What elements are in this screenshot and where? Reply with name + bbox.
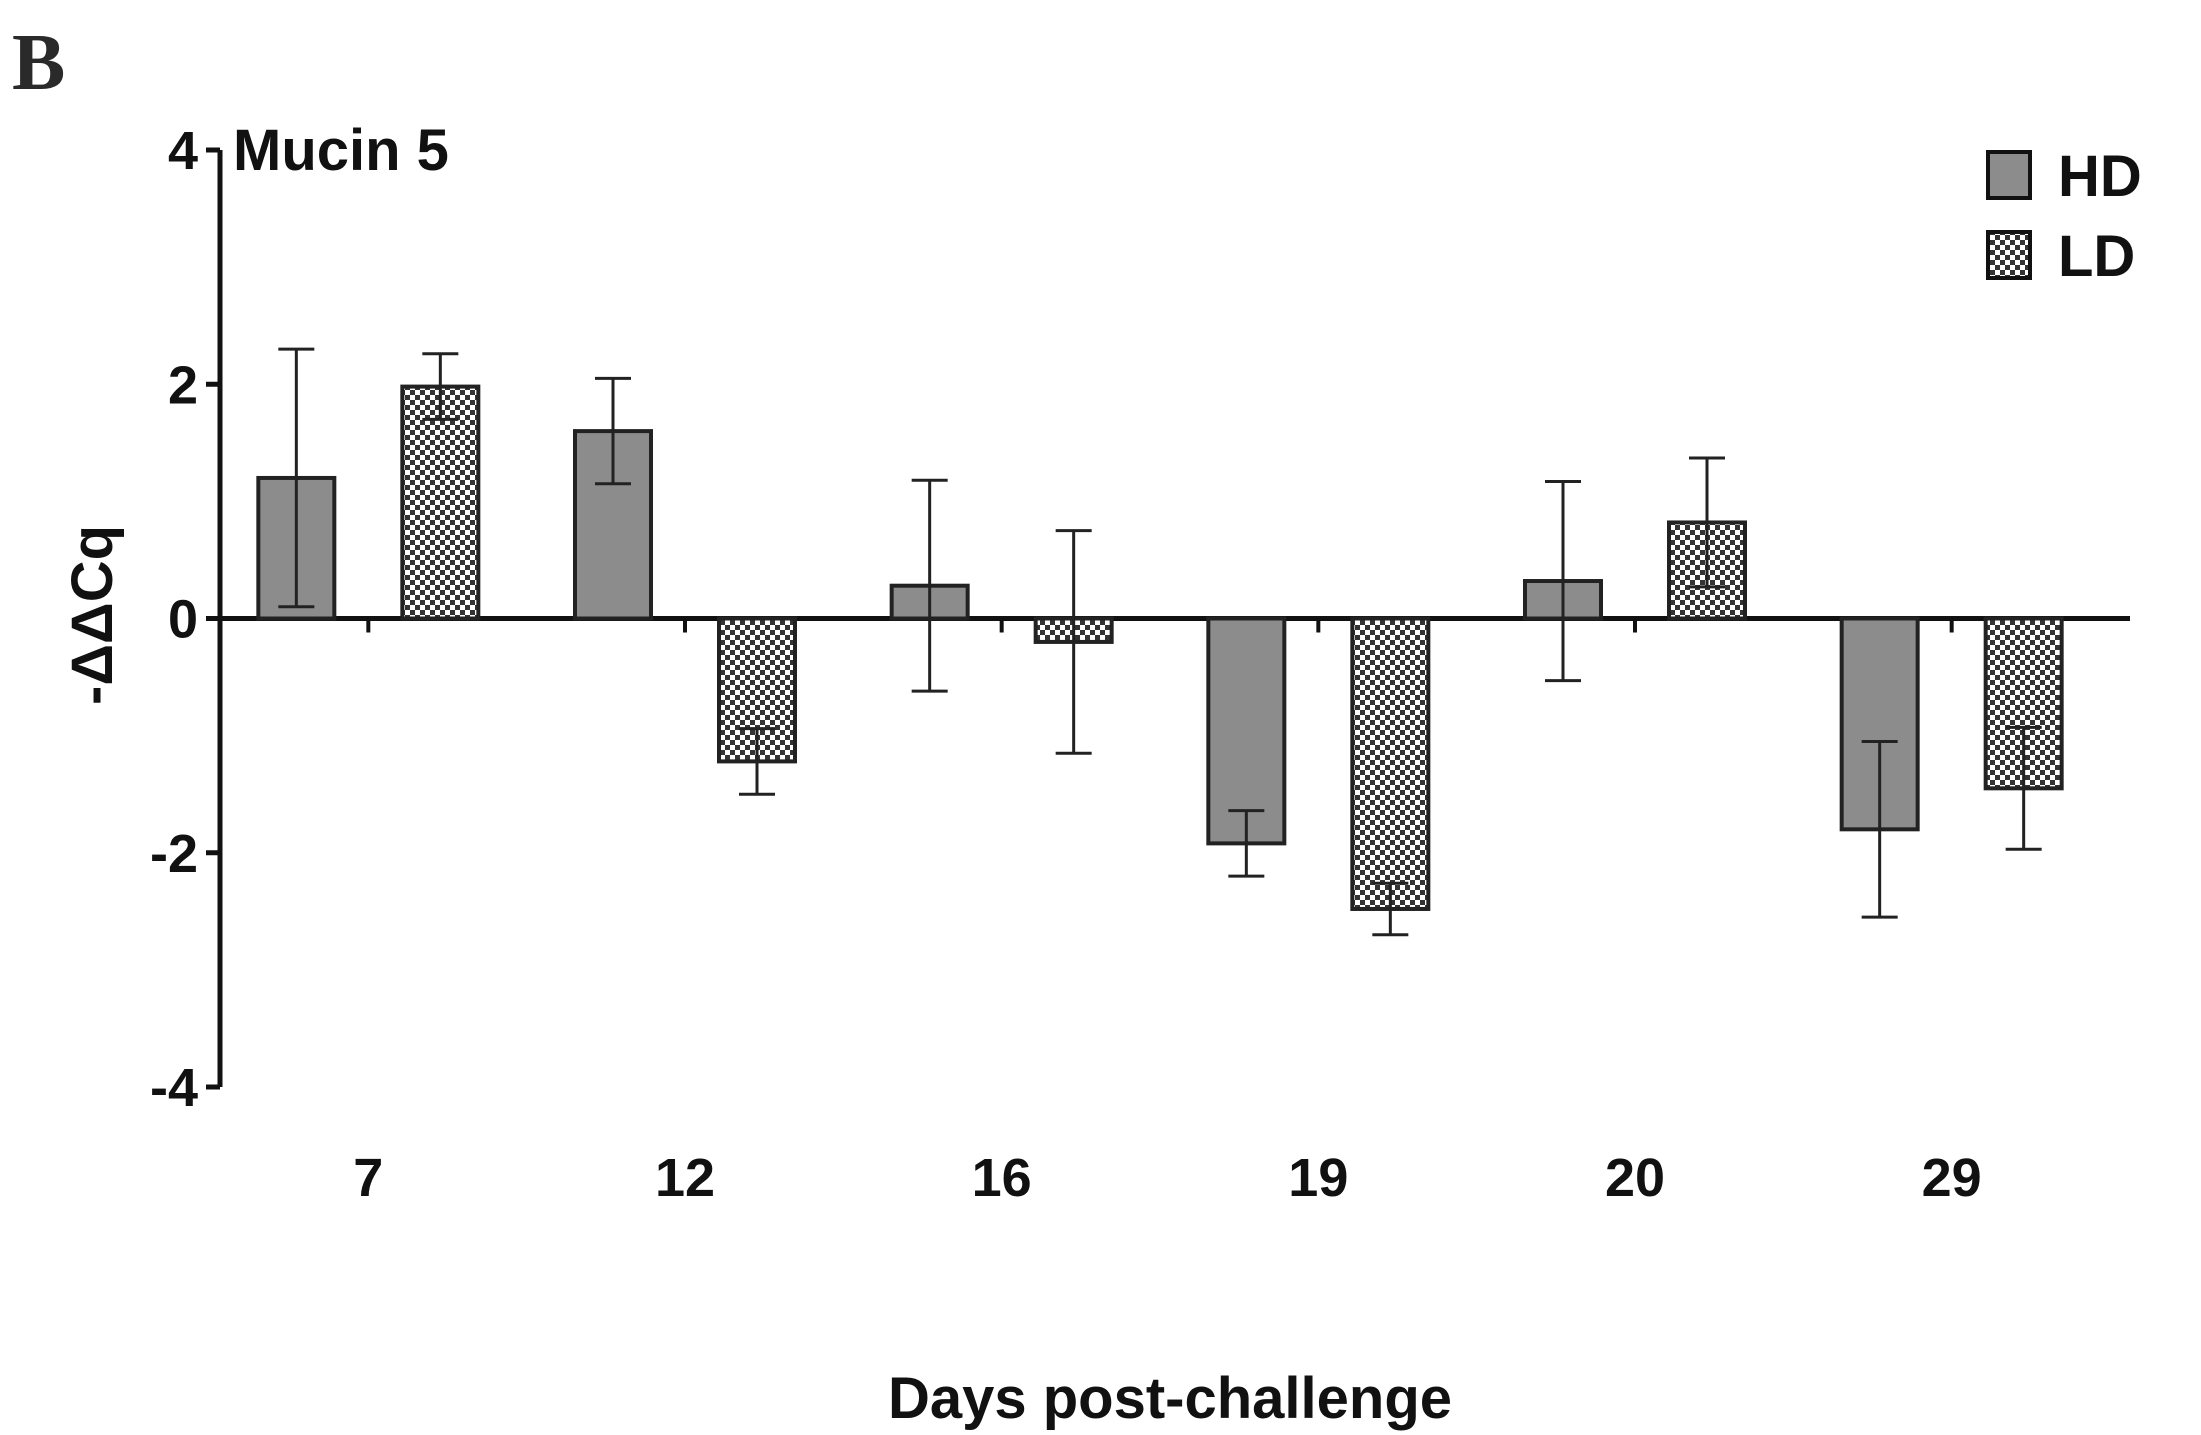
y-axis-title: -ΔΔCq: [60, 525, 125, 705]
bar-ld-day-29: [1983, 616, 2064, 791]
y-tick-label: -4: [150, 1058, 198, 1118]
y-tick-label: -2: [150, 824, 198, 884]
legend-label-ld: LD: [2058, 224, 2135, 289]
x-tick-label: 20: [1605, 1148, 1665, 1208]
y-tick-label: 0: [168, 590, 198, 650]
y-tick-label: 2: [168, 355, 198, 415]
bar-ld-day-19: [1350, 616, 1431, 911]
x-axis-title: Days post-challenge: [888, 1366, 1452, 1431]
panel-label: B: [12, 19, 66, 107]
bar-hd-day-19: [1206, 616, 1287, 846]
legend-swatch-ld: [1986, 230, 2032, 280]
bar-ld-day-7: [400, 384, 481, 621]
legend-label-hd: HD: [2058, 144, 2142, 209]
y-tick-label: 4: [168, 121, 198, 181]
x-tick-label: 7: [353, 1148, 383, 1208]
x-tick-label: 29: [1922, 1148, 1982, 1208]
legend: HD LD: [1986, 144, 2142, 289]
legend-swatch-hd: [1986, 150, 2032, 200]
x-tick-label: 19: [1288, 1148, 1348, 1208]
x-tick-label: 16: [972, 1148, 1032, 1208]
x-tick-label: 12: [655, 1148, 715, 1208]
chart-title: Mucin 5: [233, 118, 449, 183]
